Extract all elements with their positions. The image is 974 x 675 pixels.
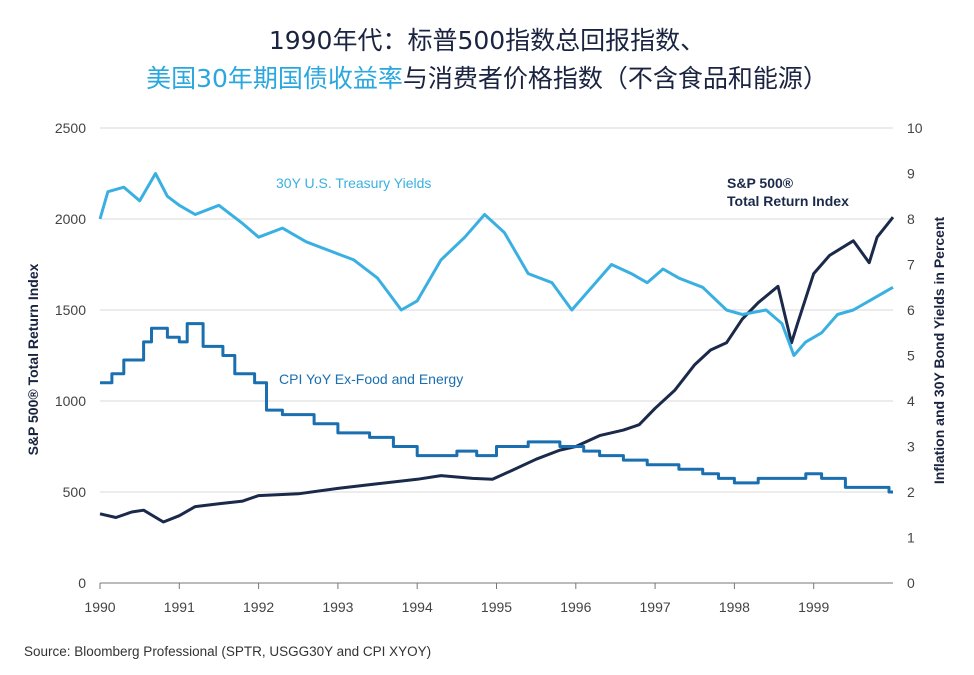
- y-right-tick-label: 5: [907, 348, 915, 364]
- x-tick-label: 1992: [243, 599, 274, 615]
- line-chart: 0 500 1000 1500 2000 2500 0 1 2 3 4 5 6 7 8 9 10 1990 1991…: [25, 120, 947, 615]
- tick-labels: 0 500 1000 1500 2000 2500 0 1 2 3 4 5 6 7 8 9 10 1990 1991…: [25, 120, 947, 615]
- y-right-tick-label: 10: [907, 120, 923, 136]
- y-left-tick-label: 1000: [55, 393, 86, 409]
- sp500-annotation-line1: S&P 500®: [727, 175, 794, 191]
- x-tick-label: 1995: [481, 599, 512, 615]
- y-right-tick-label: 7: [907, 257, 915, 273]
- x-tick-label: 1997: [640, 599, 671, 615]
- y-right-tick-label: 9: [907, 166, 915, 182]
- chart-title-highlight: 美国30年期国债收益率: [146, 64, 403, 93]
- y-left-tick-label: 2500: [55, 120, 86, 136]
- source-note: Source: Bloomberg Professional (SPTR, US…: [24, 644, 432, 659]
- cpi-line: [100, 322, 893, 494]
- y-left-tick-label: 500: [63, 484, 87, 500]
- series-lines: [98, 172, 895, 524]
- y-left-tick-label: 1500: [55, 302, 86, 318]
- y-left-tick-label: 0: [78, 575, 86, 591]
- sp500-line: [99, 216, 895, 524]
- y-right-tick-label: 2: [907, 484, 915, 500]
- y-right-axis-title: Inflation and 30Y Bond Yields in Percent: [931, 216, 947, 484]
- y-right-tick-label: 4: [907, 393, 915, 409]
- y-right-tick-label: 8: [907, 211, 915, 227]
- x-tick-label: 1994: [402, 599, 433, 615]
- treasury-annotation: 30Y U.S. Treasury Yields: [276, 175, 431, 191]
- x-tick-label: 1990: [84, 599, 115, 615]
- y-left-tick-label: 2000: [55, 211, 86, 227]
- cpi-annotation: CPI YoY Ex-Food and Energy: [279, 371, 463, 387]
- x-tick-label: 1991: [164, 599, 195, 615]
- annotations: 30Y U.S. Treasury Yields CPI YoY Ex-Food …: [276, 175, 849, 387]
- x-tick-label: 1996: [560, 599, 591, 615]
- treasury-yield-line: [98, 172, 894, 357]
- y-right-tick-label: 6: [907, 302, 915, 318]
- sp500-annotation-line2: Total Return Index: [727, 193, 849, 209]
- gridlines: [99, 127, 893, 589]
- y-left-axis-title: S&P 500® Total Return Index: [25, 263, 41, 455]
- x-tick-label: 1993: [322, 599, 353, 615]
- y-right-tick-label: 3: [907, 439, 915, 455]
- x-tick-label: 1998: [719, 599, 750, 615]
- x-tick-label: 1999: [798, 599, 829, 615]
- chart-title-line1: 1990年代：标普500指数总回报指数、: [268, 26, 706, 55]
- chart-title-rest: 与消费者价格指数（不含食品和能源）: [402, 64, 828, 93]
- y-right-tick-label: 1: [907, 530, 915, 546]
- chart-title-line2: 美国30年期国债收益率与消费者价格指数（不含食品和能源）: [0, 62, 974, 96]
- y-right-tick-label: 0: [907, 575, 915, 591]
